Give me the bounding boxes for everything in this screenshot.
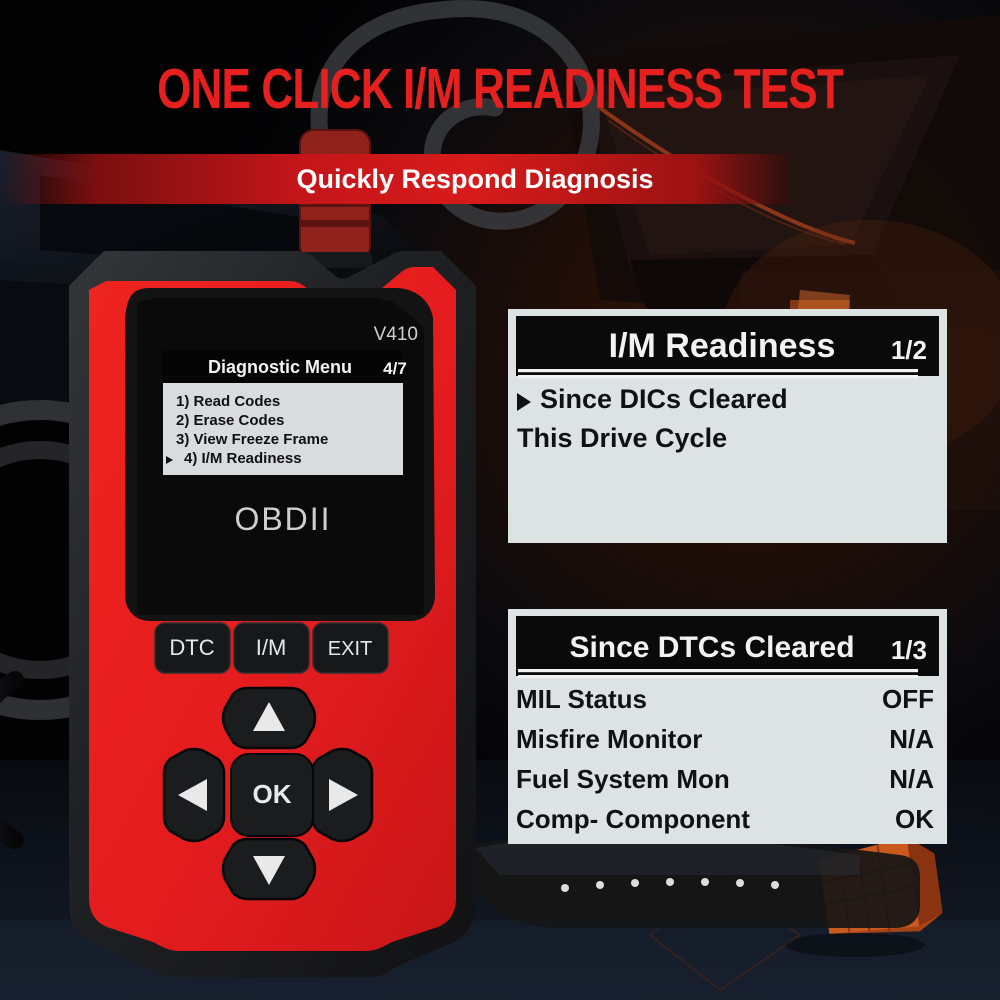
svg-text:Misfire Monitor: Misfire Monitor (516, 724, 702, 754)
svg-text:N/A: N/A (889, 764, 934, 794)
svg-text:MIL Status: MIL Status (516, 684, 647, 714)
svg-text:Comp- Component: Comp- Component (516, 804, 750, 834)
svg-text:OFF: OFF (882, 684, 934, 714)
svg-text:Since DICs Cleared: Since DICs Cleared (540, 384, 788, 414)
svg-text:Fuel System Mon: Fuel System Mon (516, 764, 730, 794)
svg-text:N/A: N/A (889, 724, 934, 754)
svg-text:I/M Readiness: I/M Readiness (609, 327, 836, 365)
svg-text:1/3: 1/3 (891, 635, 927, 665)
svg-text:1/2: 1/2 (891, 335, 927, 365)
svg-text:This Drive Cycle: This Drive Cycle (517, 423, 727, 453)
svg-text:OK: OK (895, 804, 934, 834)
svg-text:Since DTCs Cleared: Since DTCs Cleared (569, 631, 854, 664)
